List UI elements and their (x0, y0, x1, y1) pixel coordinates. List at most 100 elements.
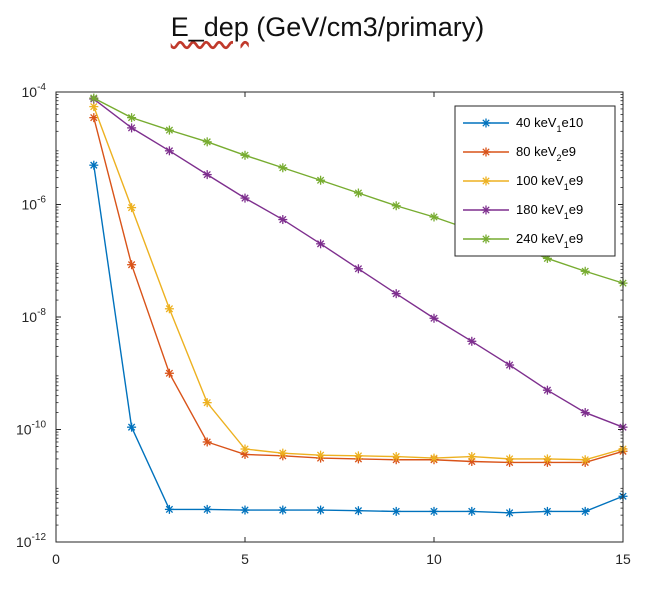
series-1-point-8-d2 (354, 507, 363, 515)
series-1-point-12 (505, 508, 515, 518)
series-3-point-9-d2 (392, 452, 400, 461)
series-5-point-9-d2 (392, 202, 400, 210)
series-3-point-14-d2 (581, 456, 589, 464)
series-1-point-12-d2 (505, 509, 514, 517)
series-4-point-7-d2 (316, 240, 325, 248)
legend-swatch-marker-3 (481, 176, 491, 186)
series-1-point-1 (89, 160, 99, 170)
series-3-point-5-d2 (241, 445, 249, 453)
legend-entry-3: 100 keV1e9 (463, 173, 583, 192)
series-5-point-2-d2 (127, 113, 136, 122)
legend-label-main-2: 80 keV (516, 144, 557, 159)
chart-title-first-word: E_dep (170, 12, 249, 42)
series-5-point-3 (164, 125, 174, 135)
y-tick-exponent-3: -8 (37, 307, 46, 318)
series-3-point-2 (127, 203, 137, 213)
legend-label-3: 100 keV1e9 (516, 173, 583, 192)
y-tick-label-2: 10-10 (16, 420, 46, 438)
legend-label-tail-1: e10 (562, 115, 584, 130)
y-tick-exponent-1: -12 (32, 532, 47, 543)
series-4-point-11-d2 (468, 337, 476, 345)
series-4 (89, 94, 628, 432)
chart-title-rest: (GeV/cm3/primary) (248, 12, 485, 42)
series-4-point-4 (202, 170, 212, 180)
series-4-point-10-d2 (430, 314, 438, 322)
series-5-point-10-d2 (430, 213, 438, 221)
series-1-point-6 (278, 505, 288, 515)
legend-label-tail-4: e9 (569, 202, 583, 217)
series-3-point-1-d2 (90, 102, 98, 111)
series-4-point-8 (353, 264, 363, 274)
series-1-point-5 (240, 505, 250, 515)
series-1-point-11-d2 (468, 507, 476, 516)
series-5-point-3-d2 (165, 126, 174, 134)
series-3-point-10-d2 (430, 454, 438, 462)
series-1-point-14-d2 (581, 507, 589, 516)
series-1-point-10-d2 (430, 507, 438, 516)
series-5-point-7-d2 (316, 176, 325, 184)
legend-swatch-marker-5 (481, 234, 491, 244)
series-3-point-4-d2 (203, 399, 211, 407)
series-5-point-7 (316, 175, 326, 185)
series-4-point-2-d2 (127, 124, 136, 132)
series-4-point-5 (240, 193, 250, 203)
series-1-point-8 (353, 506, 363, 516)
series-4-point-3-d2 (165, 147, 174, 155)
series-4-point-5-d2 (241, 194, 249, 202)
series-4-point-12-d2 (505, 361, 514, 369)
series-3-point-11-d2 (468, 452, 476, 461)
series-5-point-8 (353, 188, 363, 198)
series-5-point-5 (240, 150, 250, 160)
series-4-point-11 (467, 336, 477, 346)
legend-label-sub-1: 1 (556, 124, 561, 134)
series-2-point-1-d2 (90, 113, 98, 122)
series-3-point-7 (316, 450, 326, 460)
legend-swatch-marker-1 (481, 118, 491, 128)
legend-swatch-marker-3-d2 (482, 177, 490, 185)
series-3-point-14 (580, 455, 590, 465)
legend-label-4: 180 keV1e9 (516, 202, 583, 221)
legend-label-sub-4: 1 (564, 211, 569, 221)
series-1-point-2-d2 (127, 423, 136, 431)
series-1-point-14 (580, 506, 590, 516)
x-tick-label-2: 5 (241, 551, 249, 567)
legend-label-sub-5: 1 (564, 240, 569, 250)
series-5-point-1 (89, 93, 99, 103)
series-2-point-5-d2 (241, 450, 249, 459)
series-3-point-6 (278, 448, 288, 458)
y-tick-label-5: 10-4 (22, 82, 47, 100)
series-1-point-9 (391, 506, 401, 516)
series-4-point-4-d2 (203, 170, 211, 179)
legend-entry-2: 80 keV2e9 (463, 144, 576, 163)
series-4-point-12 (505, 360, 515, 370)
series-3-point-6-d2 (279, 449, 287, 457)
legend-label-2: 80 keV2e9 (516, 144, 576, 163)
legend-label-tail-5: e9 (569, 231, 583, 246)
series-1-point-4-d2 (203, 505, 211, 514)
series-3-point-5 (240, 444, 250, 454)
series-1-point-2 (127, 422, 137, 432)
series-2-point-3-d2 (165, 369, 174, 377)
legend-swatch-marker-2 (481, 147, 491, 157)
series-4-point-2 (127, 123, 137, 133)
series-1-point-3 (164, 504, 174, 514)
series-5-point-4 (202, 137, 212, 147)
legend-label-sub-2: 2 (556, 153, 561, 163)
legend-label-5: 240 keV1e9 (516, 231, 583, 250)
series-3-point-9 (391, 452, 401, 462)
series-1-point-13-d2 (543, 507, 552, 516)
x-tick-label-3: 10 (426, 551, 442, 567)
y-tick-exponent-2: -10 (32, 420, 47, 431)
series-4-point-7 (316, 239, 326, 249)
series-4-point-14 (580, 408, 590, 418)
y-tick-label-4: 10-6 (22, 195, 47, 213)
legend-label-main-1: 40 keV (516, 115, 557, 130)
series-5-point-10 (429, 212, 439, 222)
series-4-point-14-d2 (581, 408, 589, 417)
y-tick-label-1: 10-12 (16, 532, 46, 550)
series-4-point-10 (429, 313, 439, 323)
legend-label-tail-2: e9 (562, 144, 576, 159)
legend-label-tail-3: e9 (569, 173, 583, 188)
